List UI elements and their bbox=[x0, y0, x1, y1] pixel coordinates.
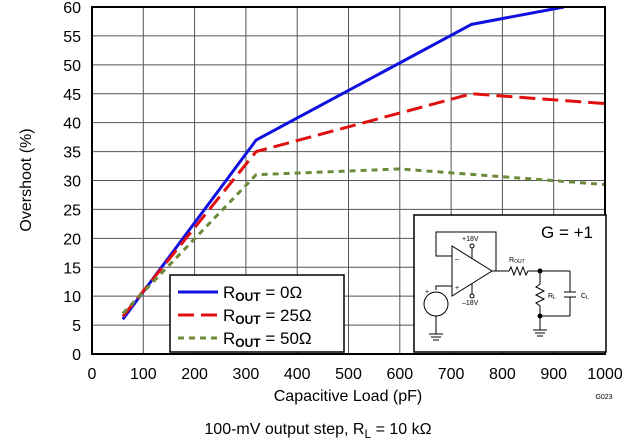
x-tick-label: 800 bbox=[489, 366, 516, 383]
legend-label-2: ROUT = 50Ω bbox=[223, 329, 312, 350]
y-tick-label: 20 bbox=[63, 231, 81, 248]
x-tick-label: 0 bbox=[88, 366, 97, 383]
x-tick-label: 100 bbox=[130, 366, 157, 383]
legend-box bbox=[169, 274, 345, 353]
y-tick-label: 0 bbox=[72, 347, 81, 364]
plot-frame bbox=[91, 6, 606, 355]
series-line-2 bbox=[121, 167, 605, 315]
y-tick-label: 10 bbox=[63, 289, 81, 306]
source-plus-sign: + bbox=[425, 289, 429, 296]
series-lines bbox=[121, 7, 605, 321]
x-tick-label: 600 bbox=[386, 366, 413, 383]
series-line-1 bbox=[121, 92, 605, 318]
rout-label: ROUT bbox=[509, 257, 525, 265]
y-tick-label: 5 bbox=[72, 318, 81, 335]
gain-label: G = +1 bbox=[541, 223, 593, 242]
y-tick-label: 60 bbox=[63, 0, 81, 17]
x-tick-label: 900 bbox=[540, 366, 567, 383]
y-tick-label: 50 bbox=[63, 58, 81, 75]
legend-label-1: ROUT = 25Ω bbox=[223, 306, 312, 327]
y-tick-label: 35 bbox=[63, 145, 81, 162]
x-tick-label: 1000 bbox=[587, 366, 623, 383]
x-tick-labels: 0 100 200 300 400 500 600 700 800 900 1000 bbox=[88, 366, 623, 383]
y-tick-label: 15 bbox=[63, 260, 81, 277]
vminus-label: –18V bbox=[462, 300, 479, 307]
cl-label: CL bbox=[581, 293, 589, 301]
circuit-inset: G = +1 – + + +18V –18V ROU bbox=[413, 214, 607, 353]
y-tick-label: 55 bbox=[63, 29, 81, 46]
figure-id: G023 bbox=[595, 394, 612, 401]
x-tick-label: 400 bbox=[284, 366, 311, 383]
series-line-0 bbox=[121, 7, 565, 321]
x-axis-label: Capacitive Load (pF) bbox=[274, 388, 423, 405]
vplus-label: +18V bbox=[462, 236, 479, 243]
y-tick-label: 30 bbox=[63, 174, 81, 191]
y-axis-label: Overshoot (%) bbox=[18, 128, 35, 231]
rl-label: RL bbox=[548, 293, 556, 301]
y-tick-labels: 0 5 10 15 20 25 30 35 40 45 50 55 60 bbox=[63, 0, 81, 364]
y-tick-label: 40 bbox=[63, 116, 81, 133]
legend-label-0: ROUT = 0Ω bbox=[223, 283, 302, 304]
x-tick-label: 300 bbox=[233, 366, 260, 383]
y-tick-label: 25 bbox=[63, 202, 81, 219]
opamp-minus-sign: – bbox=[455, 256, 459, 263]
x-tick-label: 200 bbox=[181, 366, 208, 383]
inset-box bbox=[413, 214, 607, 353]
opamp-plus-sign: + bbox=[455, 285, 459, 292]
op-amp-symbol bbox=[423, 231, 576, 341]
caption: 100-mV output step, RL = 10 kΩ bbox=[204, 421, 431, 441]
y-tick-label: 45 bbox=[63, 87, 81, 104]
x-tick-label: 700 bbox=[438, 366, 465, 383]
x-tick-label: 500 bbox=[335, 366, 362, 383]
